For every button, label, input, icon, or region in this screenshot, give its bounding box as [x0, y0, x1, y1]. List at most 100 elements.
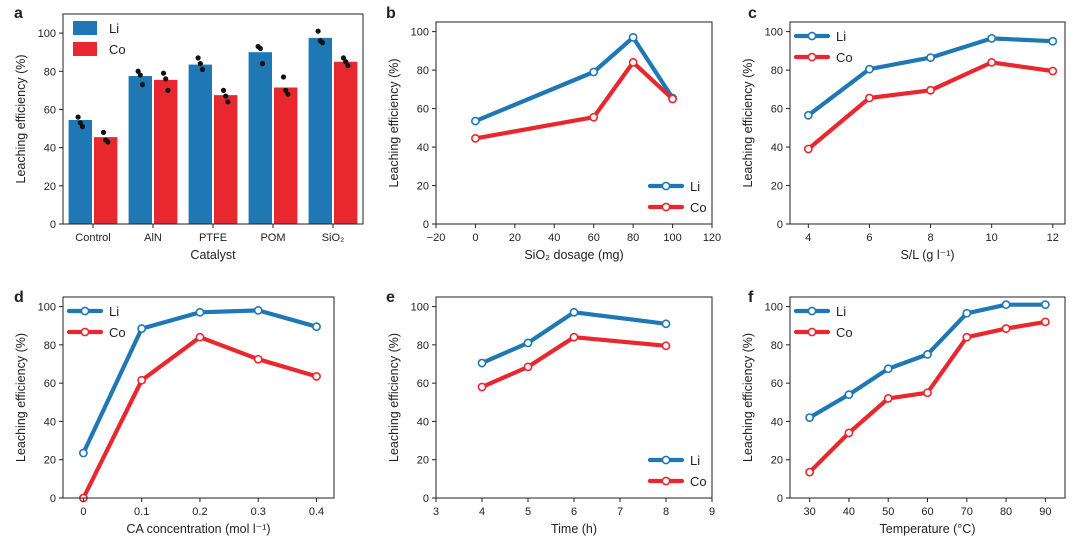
data-point-li-1: [589, 67, 599, 77]
y-tick-label: 60: [44, 378, 56, 390]
data-point-co-2: [628, 58, 638, 67]
data-point-co-3: [661, 341, 671, 351]
data-point-co-2: [883, 394, 893, 403]
legend-label-co: Co: [109, 42, 126, 57]
panel-d: d 0 20 40 60 80 100 0 0.1 0.2 0.3 0.4 CA concentrati…: [14, 289, 335, 536]
y-tick-label: 80: [771, 340, 783, 352]
legend-label-li: Li: [690, 179, 700, 194]
legend-marker-co: [807, 52, 817, 62]
data-point-co-4: [1048, 66, 1058, 76]
data-point-co-3: [253, 354, 263, 364]
y-tick-label: 40: [44, 416, 56, 428]
legend: Li Co: [793, 29, 853, 65]
bar-co-2: [214, 95, 238, 225]
data-point-co-4: [962, 332, 972, 342]
data-point-li-1-1: [137, 72, 143, 78]
x-tick-label: 60: [921, 506, 933, 518]
plot-frame: [789, 21, 1066, 225]
data-point-co-0: [805, 467, 815, 477]
bar-co-1: [154, 79, 178, 224]
legend-marker-li: [807, 31, 817, 41]
data-point-li-1: [865, 64, 874, 74]
data-point-co-0-2: [105, 139, 111, 145]
x-axis-title: Time (h): [551, 522, 597, 536]
legend-marker-li: [80, 306, 90, 316]
x-tick-label: 0: [472, 232, 478, 244]
y-tick-label: 20: [417, 181, 429, 193]
data-point-li-2: [569, 307, 579, 317]
data-point-co-1-1: [163, 76, 169, 82]
x-tick-label: 30: [804, 506, 816, 518]
legend-label-li: Li: [109, 304, 119, 319]
legend-marker-co: [661, 202, 671, 212]
x-tick-label: −20: [427, 232, 446, 244]
data-point-co-1-0: [160, 70, 167, 76]
bar-co-0: [94, 137, 118, 224]
data-point-li-1: [844, 390, 854, 400]
legend-label-co: Co: [836, 50, 853, 65]
plot-frame: [435, 21, 713, 225]
data-point-li-3: [253, 305, 263, 315]
data-point-li-0-1: [77, 120, 83, 126]
series-line-co: [473, 60, 675, 141]
data-point-co-0: [477, 382, 487, 392]
x-tick-label: 3: [433, 506, 439, 518]
data-point-co-4: [312, 372, 321, 381]
panel-letter-f: f: [748, 289, 754, 306]
data-point-li-0-2: [79, 124, 86, 130]
data-point-li-6: [1040, 300, 1050, 310]
legend-marker-li: [661, 181, 671, 191]
data-point-co-3-1: [283, 87, 289, 93]
data-point-co-3-0: [280, 74, 287, 80]
legend: Li Co: [73, 21, 126, 57]
bar-li-4: [308, 37, 332, 225]
y-tick-label: 100: [765, 27, 783, 39]
data-point-li-0: [805, 413, 815, 422]
legend-marker-li: [807, 306, 817, 316]
y-tick-label: 40: [417, 416, 429, 428]
data-point-li-2: [628, 32, 638, 42]
x-tick-label: 4: [805, 232, 811, 244]
legend-label-co: Co: [836, 325, 853, 340]
x-tick-label: 80: [1000, 506, 1012, 518]
x-axis-title: Temperature (°C): [880, 522, 976, 536]
data-point-co-0: [471, 133, 480, 143]
x-tick-label: 20: [509, 232, 521, 244]
legend-label-co: Co: [690, 474, 707, 489]
x-tick-label: 70: [961, 506, 973, 518]
x-tick-label: 40: [843, 506, 855, 518]
panel-letter-d: d: [14, 289, 24, 306]
data-point-co-2: [195, 332, 205, 342]
y-tick-label: 80: [771, 65, 783, 77]
data-point-li-0: [78, 448, 88, 458]
y-tick-label: 80: [417, 65, 429, 77]
y-axis-title: Leaching efficiency (%): [387, 58, 401, 187]
legend: Li Co: [66, 304, 126, 340]
legend-label-li: Li: [690, 453, 700, 468]
x-tick-label: AlN: [144, 232, 162, 244]
x-tick-label: 10: [986, 232, 998, 244]
legend-label-co: Co: [109, 325, 126, 340]
x-tick-label: 0.3: [251, 506, 266, 518]
y-tick-label: 20: [771, 181, 783, 193]
y-tick-label: 100: [765, 302, 783, 314]
panel-letter-e: e: [386, 289, 395, 306]
y-tick-label: 80: [44, 66, 56, 78]
data-point-co-3-2: [285, 91, 291, 97]
x-tick-label: 4: [479, 506, 485, 518]
x-tick-label: 0.2: [192, 506, 207, 518]
y-tick-label: 0: [777, 493, 783, 505]
series-line-co: [81, 335, 319, 501]
data-point-li-4-2: [319, 40, 326, 46]
data-point-li-0-0: [75, 114, 81, 120]
panel-a: a 0 20 40 60 80 100 Control AlN PTFE POM SiO₂ Cataly…: [14, 5, 364, 262]
x-tick-label: 6: [571, 506, 577, 518]
legend-label-li: Li: [836, 304, 846, 319]
data-point-li-4: [1048, 36, 1058, 46]
x-tick-label: 50: [882, 506, 894, 518]
data-point-li-0: [803, 110, 813, 120]
bar-li-1: [128, 76, 152, 224]
y-tick-label: 100: [411, 302, 429, 314]
x-tick-label: SiO₂: [322, 232, 345, 244]
plot-frame: [435, 296, 713, 499]
